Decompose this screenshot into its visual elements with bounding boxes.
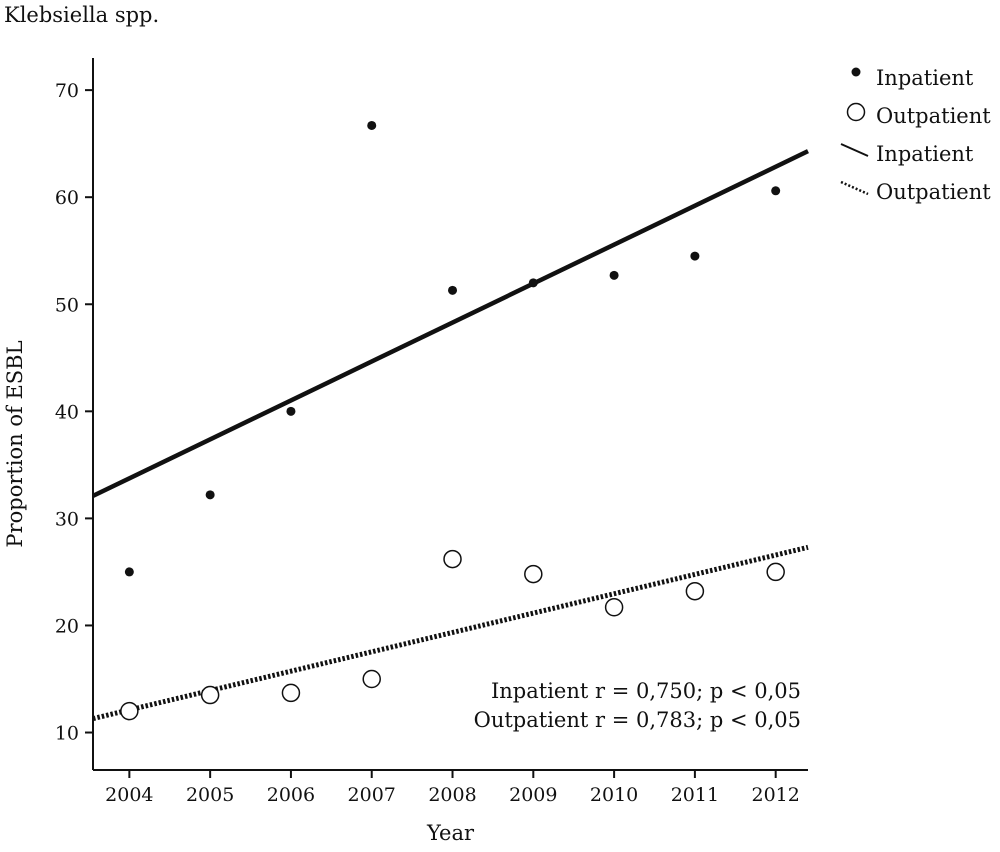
inpatient-point — [690, 251, 700, 261]
inpatient-point — [771, 186, 781, 196]
legend-inpatient-dot — [851, 67, 861, 77]
outpatient-point — [766, 562, 785, 582]
inpatient-point — [528, 278, 538, 288]
legend-label: Outpatient — [876, 180, 991, 204]
x-tick-label: 2006 — [267, 784, 315, 806]
y-tick-label: 70 — [55, 80, 79, 102]
outpatient-point — [362, 669, 381, 689]
outpatient-point — [685, 581, 705, 601]
correlation-annotation: Inpatient r = 0,750; p < 0,05 — [491, 679, 801, 703]
outpatient-point — [443, 549, 462, 569]
y-tick-label: 20 — [55, 615, 79, 637]
y-tick-label: 60 — [55, 187, 79, 209]
y-tick-label: 30 — [55, 508, 79, 530]
outpatient-point — [604, 598, 624, 617]
legend-label: Outpatient — [876, 104, 991, 128]
legend-inpatient-line — [840, 143, 869, 157]
outpatient-point — [200, 685, 220, 705]
chart-title: Klebsiella spp. — [4, 3, 159, 27]
inpatient-point — [367, 120, 377, 130]
fit-line-inpatient — [92, 149, 809, 498]
inpatient-point — [448, 285, 458, 295]
outpatient-point — [524, 564, 543, 584]
outpatient-point — [120, 701, 139, 721]
x-tick-label: 2004 — [105, 784, 153, 806]
x-tick-label: 2008 — [428, 784, 476, 806]
inpatient-point — [609, 270, 619, 280]
x-tick-label: 2009 — [509, 784, 557, 806]
legend-outpatient-circle — [846, 102, 866, 122]
y-tick-label: 10 — [55, 723, 79, 745]
correlation-annotation: Outpatient r = 0,783; p < 0,05 — [474, 708, 801, 732]
x-tick-label: 2010 — [590, 784, 638, 806]
legend-label: Inpatient — [876, 142, 974, 166]
y-tick-label: 50 — [55, 294, 79, 316]
inpatient-point — [124, 567, 134, 577]
x-axis-title: Year — [426, 821, 475, 845]
legend-outpatient-line — [840, 180, 869, 196]
x-tick-label: 2005 — [186, 784, 234, 806]
outpatient-point — [281, 683, 301, 703]
y-axis-title: Proportion of ESBL — [3, 340, 27, 547]
inpatient-point — [286, 406, 296, 416]
x-tick-label: 2011 — [671, 784, 719, 806]
y-tick-label: 40 — [55, 401, 79, 423]
inpatient-point — [205, 490, 215, 500]
x-tick-label: 2012 — [752, 784, 800, 806]
x-tick-label: 2007 — [348, 784, 396, 806]
legend-label: Inpatient — [876, 66, 974, 90]
